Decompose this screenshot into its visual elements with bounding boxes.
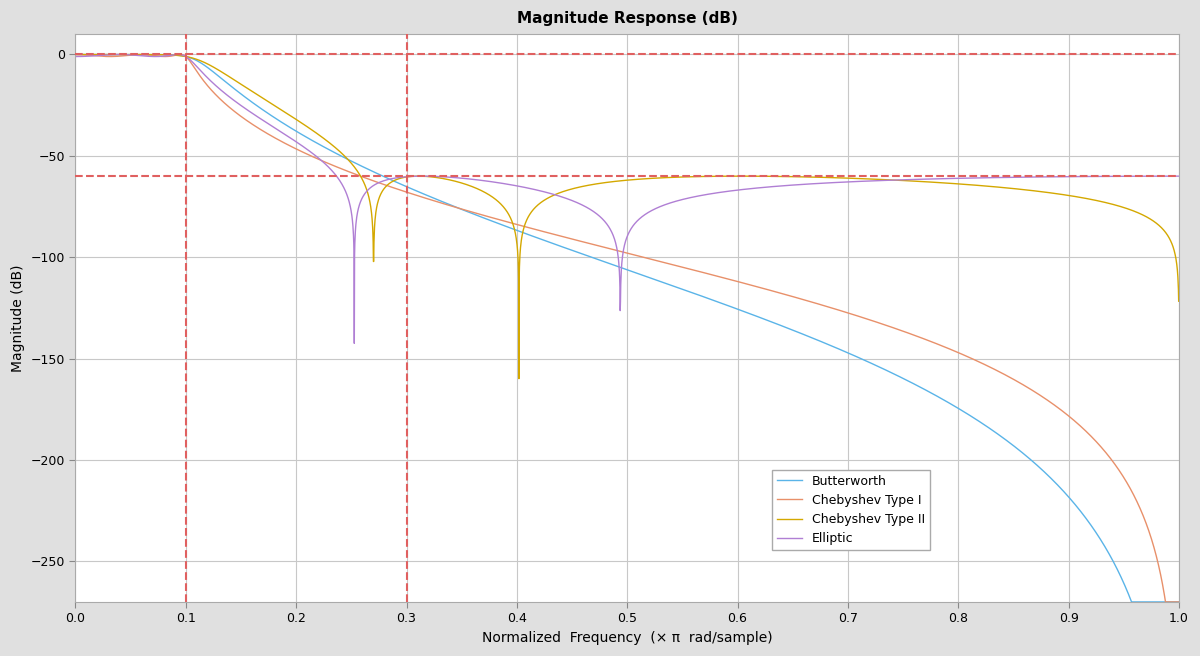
Elliptic — [113, 51, 127, 58]
Title: Magnitude Response (dB): Magnitude Response (dB) — [517, 11, 738, 26]
Butterworth — [1171, 598, 1186, 606]
Butterworth — [804, 333, 818, 341]
Chebyshev Type II — [965, 181, 979, 189]
Chebyshev Type II — [1144, 215, 1158, 223]
Chebyshev Type I — [804, 298, 818, 306]
Chebyshev Type II — [804, 173, 818, 181]
Chebyshev Type I — [965, 355, 979, 363]
Chebyshev Type II — [68, 51, 83, 58]
Chebyshev Type II — [70, 51, 84, 58]
Chebyshev Type I — [1044, 399, 1058, 407]
Line: Butterworth: Butterworth — [76, 54, 1178, 602]
Chebyshev Type II — [1171, 297, 1186, 305]
Chebyshev Type II — [1103, 199, 1117, 207]
Butterworth — [1144, 598, 1158, 606]
Legend: Butterworth, Chebyshev Type I, Chebyshev Type II, Elliptic: Butterworth, Chebyshev Type I, Chebyshev… — [772, 470, 930, 550]
Elliptic — [965, 174, 979, 182]
Chebyshev Type I — [1171, 598, 1186, 606]
Chebyshev Type I — [1142, 530, 1157, 538]
Elliptic — [804, 180, 818, 188]
Butterworth — [74, 51, 89, 58]
Butterworth — [156, 51, 170, 58]
Elliptic — [1171, 173, 1186, 180]
Elliptic — [1103, 173, 1117, 180]
Elliptic — [347, 339, 361, 347]
Butterworth — [1102, 550, 1116, 558]
Chebyshev Type II — [156, 51, 170, 58]
Line: Chebyshev Type II: Chebyshev Type II — [76, 54, 1178, 379]
Elliptic — [1045, 173, 1060, 181]
Chebyshev Type I — [1102, 453, 1116, 461]
Elliptic — [1144, 173, 1158, 180]
Line: Elliptic: Elliptic — [76, 54, 1178, 343]
Elliptic — [156, 52, 170, 60]
Elliptic — [68, 52, 83, 60]
Chebyshev Type II — [1045, 189, 1060, 197]
Butterworth — [965, 413, 979, 421]
Butterworth — [68, 51, 83, 58]
Chebyshev Type II — [511, 375, 526, 382]
Y-axis label: Magnitude (dB): Magnitude (dB) — [11, 264, 25, 372]
Butterworth — [1044, 475, 1058, 483]
Chebyshev Type I — [68, 51, 83, 58]
Chebyshev Type I — [1158, 598, 1172, 606]
X-axis label: Normalized  Frequency  (× π  rad/sample): Normalized Frequency (× π rad/sample) — [482, 631, 773, 645]
Line: Chebyshev Type I: Chebyshev Type I — [76, 54, 1178, 602]
Butterworth — [1124, 598, 1139, 606]
Chebyshev Type I — [155, 52, 169, 60]
